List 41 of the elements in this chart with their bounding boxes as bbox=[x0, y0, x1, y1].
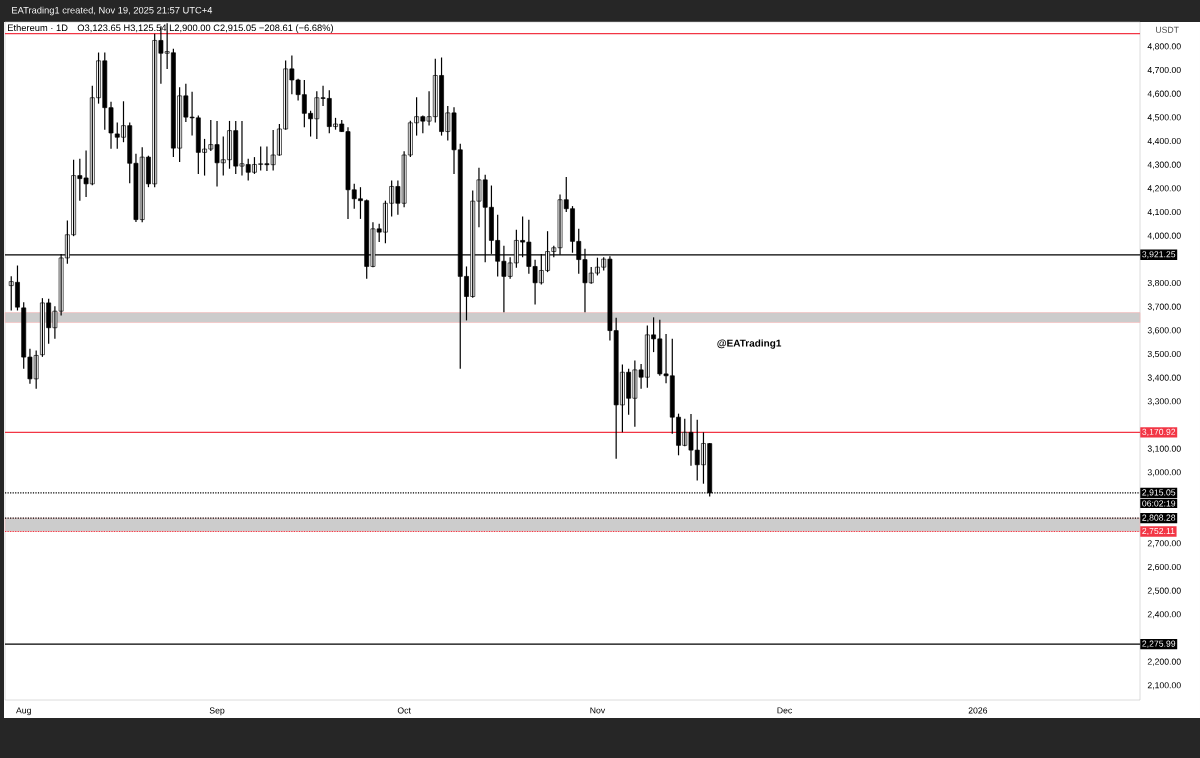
text: EATrading1 created, Nov 19, 2025 21:57 UTC+4 bbox=[12, 6, 213, 16]
y-tick-label: 3,600.00 bbox=[1147, 327, 1181, 335]
y-tick-label: 3,500.00 bbox=[1147, 350, 1181, 359]
ref-line-label: 3,921.25 bbox=[1142, 251, 1176, 259]
x-tick-label: Nov bbox=[590, 707, 606, 714]
y-tick-label: 4,300.00 bbox=[1147, 161, 1181, 169]
ref-line-label: 3,170.92 bbox=[1142, 428, 1176, 436]
y-tick-label: 3,100.00 bbox=[1147, 445, 1181, 453]
y-tick-label: 3,300.00 bbox=[1147, 398, 1181, 406]
y-tick-label: 4,200.00 bbox=[1147, 185, 1181, 193]
y-tick-label: 3,700.00 bbox=[1147, 303, 1181, 311]
y-tick-label: 2,500.00 bbox=[1147, 587, 1181, 595]
x-tick-label: Dec bbox=[777, 707, 793, 714]
y-tick-label: 3,000.00 bbox=[1147, 469, 1181, 477]
x-tick-label: Oct bbox=[397, 707, 411, 714]
y-tick-label: 3,800.00 bbox=[1147, 279, 1181, 288]
ref-line-label: 2,275.99 bbox=[1142, 640, 1176, 648]
x-tick-label: Sep bbox=[209, 707, 225, 716]
y-tick-label: 4,400.00 bbox=[1147, 137, 1181, 146]
y-tick-label: 2,400.00 bbox=[1147, 611, 1181, 619]
y-tick-label: 3,400.00 bbox=[1147, 374, 1181, 382]
y-tick-label: 2,100.00 bbox=[1147, 682, 1181, 690]
y-tick-label: 4,800.00 bbox=[1147, 43, 1181, 51]
y-tick-label: 4,000.00 bbox=[1147, 232, 1181, 240]
annotation: @EATrading1 bbox=[717, 339, 782, 349]
chart-title: Ethereum · 1D bbox=[8, 24, 68, 32]
y-tick-label: 2,600.00 bbox=[1147, 563, 1181, 572]
y-tick-label: 2,200.00 bbox=[1147, 658, 1181, 666]
x-tick-label: 2026 bbox=[968, 707, 988, 714]
y-tick-label: 2,700.00 bbox=[1147, 540, 1181, 548]
x-tick-label: Aug bbox=[16, 707, 31, 716]
text: 06:02:19 bbox=[1142, 500, 1176, 507]
y-tick-label: 4,500.00 bbox=[1147, 114, 1181, 122]
chart-subtitle: O3,123.65 H3,125.54 L2,900.00 C2,915.05 −208.61 (−6.68%) bbox=[77, 24, 334, 33]
y-tick-label: 4,100.00 bbox=[1147, 208, 1181, 217]
y-axis-title: USDT bbox=[1156, 26, 1179, 33]
y-tick-label: 4,600.00 bbox=[1147, 90, 1181, 98]
y-tick-label: 4,700.00 bbox=[1147, 66, 1181, 75]
ref-line-label: 2,752.11 bbox=[1142, 527, 1175, 536]
ref-line-label: 2,915.05 bbox=[1142, 489, 1176, 497]
ref-line-label: 2,808.28 bbox=[1142, 514, 1176, 522]
